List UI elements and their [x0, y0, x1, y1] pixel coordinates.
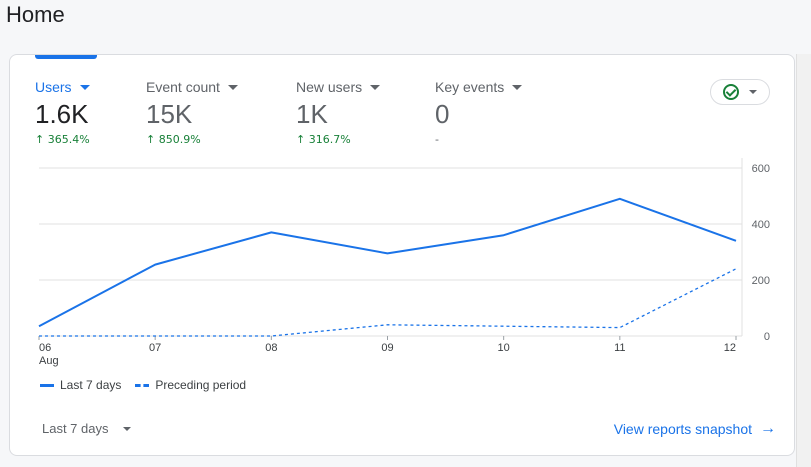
page-scrollbar[interactable]	[796, 54, 811, 467]
metric-label: New users	[296, 79, 363, 95]
y-tick-label: 600	[752, 163, 770, 175]
metric-label: Event count	[146, 79, 220, 95]
metric-change-value: 850.9%	[158, 133, 201, 146]
metric-change-value: 365.4%	[47, 133, 90, 146]
x-tick-label: 08	[265, 342, 277, 354]
x-tick-label: 11	[614, 342, 625, 354]
metric-event-count[interactable]: Event count 15K ↑ 850.9%	[146, 79, 238, 146]
chart-legend: Last 7 days Preceding period	[40, 378, 246, 392]
series-line-last-7-days	[38, 197, 737, 328]
metric-new-users[interactable]: New users 1K ↑ 316.7%	[296, 79, 381, 146]
caret-down-icon	[370, 84, 381, 90]
chevron-down-icon	[749, 90, 757, 94]
arrow-up-icon: ↑	[296, 133, 306, 146]
metric-change-value: 316.7%	[308, 133, 351, 146]
x-tick-label: 10	[498, 342, 510, 354]
metric-change: ↑ 316.7%	[296, 133, 380, 146]
legend-solid-swatch	[40, 383, 54, 387]
x-tick-label: 07	[149, 342, 161, 354]
y-tick-label: 200	[752, 275, 770, 287]
metric-key-events-label-row[interactable]: Key events	[435, 79, 523, 95]
metric-change: ↑ 365.4%	[35, 133, 90, 146]
metric-key-events[interactable]: Key events 0 -	[435, 79, 523, 146]
chevron-down-icon	[122, 426, 131, 431]
users-line-chart: 0 200 400 600 06 07 08 09 10 11 12 Aug	[38, 158, 770, 367]
view-reports-label: View reports snapshot	[613, 421, 752, 437]
caret-down-icon	[512, 84, 523, 90]
page-title: Home	[6, 2, 65, 27]
overview-card: Users 1.6K ↑ 365.4% Event count 15K ↑ 85…	[9, 54, 795, 456]
legend-label: Preceding period	[155, 378, 247, 392]
view-reports-snapshot-link[interactable]: View reports snapshot →	[613, 420, 776, 438]
selected-tab-indicator	[35, 55, 97, 59]
arrow-up-icon: ↑	[146, 133, 156, 146]
y-tick-label: 0	[764, 331, 770, 343]
metric-value: 1K	[296, 99, 328, 129]
metric-label: Users	[35, 79, 72, 95]
arrow-up-icon: ↑	[35, 133, 45, 146]
metric-users[interactable]: Users 1.6K ↑ 365.4%	[35, 79, 90, 146]
data-quality-status-button[interactable]	[710, 79, 770, 105]
x-tick-label: 09	[381, 342, 393, 354]
metric-event-count-label-row[interactable]: Event count	[146, 79, 238, 95]
legend-label: Last 7 days	[60, 378, 122, 392]
arrow-right-icon: →	[760, 420, 776, 437]
metric-label: Key events	[435, 79, 505, 95]
date-range-dropdown[interactable]: Last 7 days	[42, 421, 131, 436]
metric-change: ↑ 850.9%	[146, 133, 238, 146]
legend-item-preceding-period: Preceding period	[135, 378, 246, 392]
x-tick-label: 12	[724, 342, 736, 354]
metric-users-label-row[interactable]: Users	[35, 79, 90, 95]
y-tick-label: 400	[752, 219, 770, 231]
metric-value: 1.6K	[35, 99, 89, 129]
legend-item-last-7-days: Last 7 days	[40, 378, 121, 392]
metric-change: -	[435, 133, 439, 146]
metric-value: 15K	[146, 99, 193, 129]
legend-dashed-swatch	[135, 383, 150, 387]
metric-value: 0	[435, 99, 450, 129]
caret-down-icon	[79, 84, 90, 90]
series-line-preceding-period	[39, 268, 737, 337]
check-circle-icon	[723, 84, 739, 100]
metric-new-users-label-row[interactable]: New users	[296, 79, 381, 95]
date-range-label: Last 7 days	[42, 421, 109, 436]
x-month-label: Aug	[39, 355, 59, 367]
x-tick-label: 06	[39, 342, 51, 354]
caret-down-icon	[227, 84, 238, 90]
